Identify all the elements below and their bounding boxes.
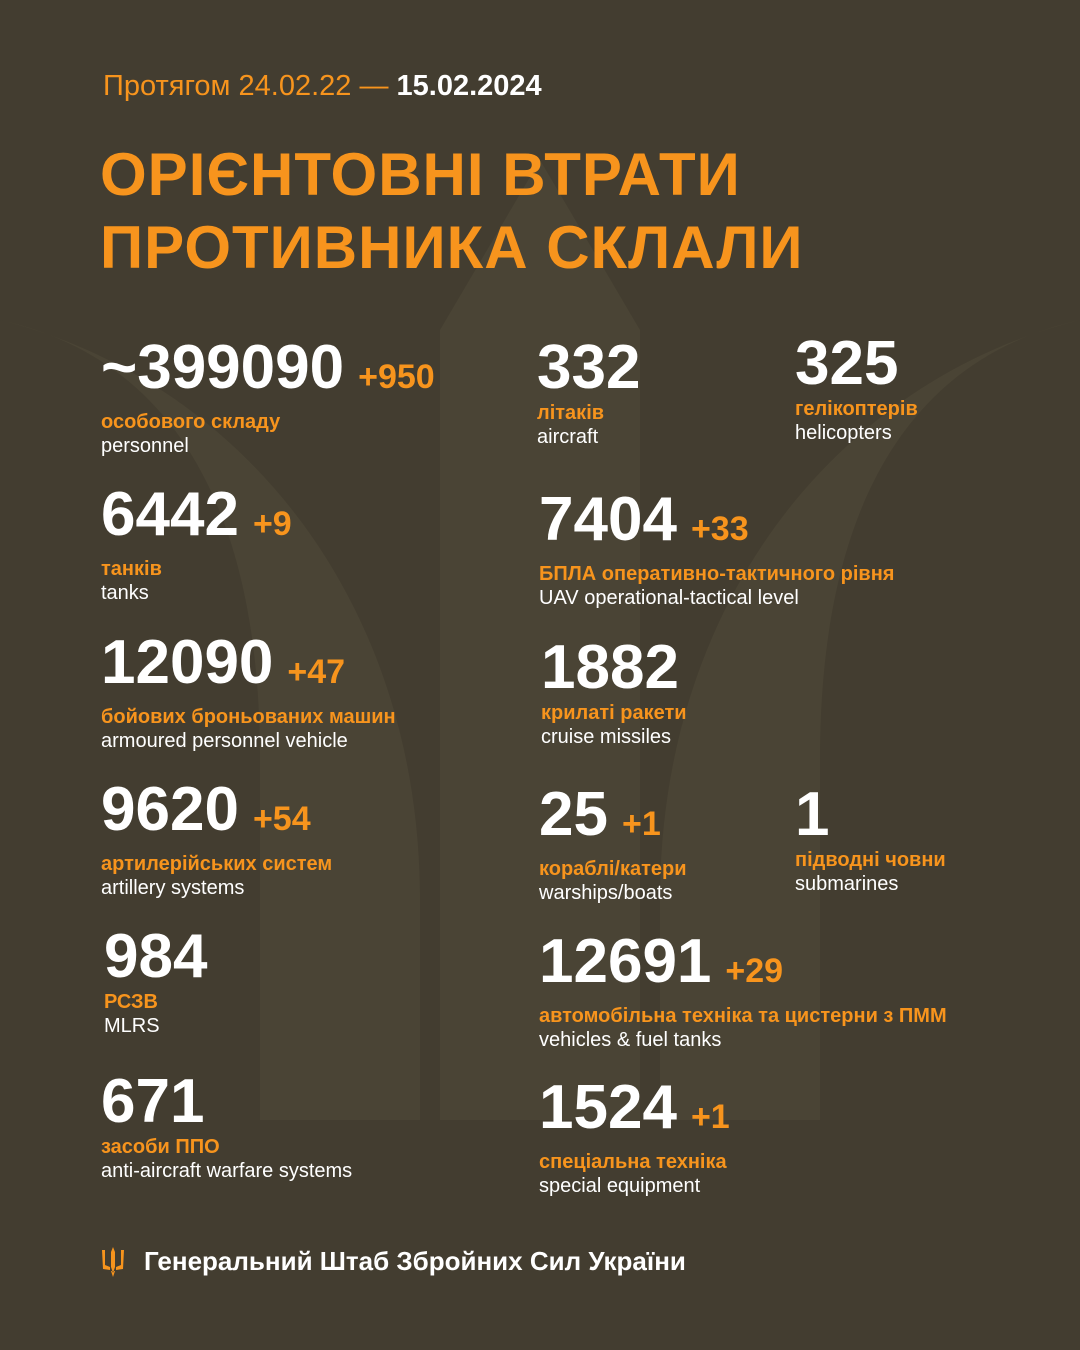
stat-value: 325 (795, 329, 899, 398)
stat-label-en: cruise missiles (541, 726, 672, 748)
stat-value: 671 (101, 1067, 205, 1136)
footer-text: Генеральний Штаб Збройних Сил України (144, 1246, 686, 1276)
stat-label-uk: засоби ППО (101, 1136, 220, 1158)
stat-tanks: 6442 +9 танків tanks (101, 484, 292, 605)
stat-cruise: 1882 крилаті ракети cruise missiles (541, 637, 687, 749)
footer: Генеральний Штаб Збройних Сил України (100, 1246, 686, 1277)
stat-personnel: ~399090 +950 особового складу personnel (101, 337, 435, 458)
stat-label-uk: гелікоптерів (795, 398, 918, 420)
stat-label-uk: РСЗВ (104, 991, 158, 1013)
stat-uav: 7404 +33 БПЛА оперативно-тактичного рівня… (539, 489, 894, 610)
stat-helicopters: 325 гелікоптерів helicopters (795, 333, 918, 445)
stat-antiaircraft: 671 засоби ППО anti-aircraft warfare sys… (101, 1071, 352, 1183)
period-subtitle: Протягом 24.02.22 — 15.02.2024 (103, 70, 542, 102)
report-date: 15.02.2024 (396, 70, 542, 102)
stat-label-uk: особового складу (101, 411, 281, 433)
stat-apv: 12090 +47 бойових броньованих машин armou… (101, 632, 396, 753)
stat-delta: +29 (725, 952, 784, 990)
stat-delta: +33 (690, 510, 749, 548)
stat-label-en: helicopters (795, 422, 892, 444)
stat-delta: +54 (252, 800, 311, 838)
stat-delta: +1 (690, 1098, 730, 1136)
stat-label-uk: автомобільна техніка та цистерни з ПММ (539, 1005, 947, 1027)
stat-label-uk: кораблі/катери (539, 858, 687, 880)
stat-delta: +47 (287, 653, 346, 691)
page-title: ОРІЄНТОВНІ ВТРАТИ ПРОТИВНИКА СКЛАЛИ (100, 141, 804, 281)
stat-delta: +9 (252, 505, 292, 543)
stat-delta: +1 (621, 805, 661, 843)
stat-label-uk: бойових броньованих машин (101, 706, 396, 728)
stat-label-uk: БПЛА оперативно-тактичного рівня (539, 563, 895, 585)
stat-value: 9620 +54 (101, 775, 311, 844)
stat-label-uk: артилерійських систем (101, 853, 333, 875)
stat-mlrs: 984 РСЗВ MLRS (104, 926, 207, 1038)
trident-icon (102, 1246, 124, 1277)
stat-value: 25 +1 (539, 780, 661, 849)
stat-label-uk: спеціальна техніка (539, 1151, 727, 1173)
stat-label-en: special equipment (539, 1175, 701, 1197)
stat-value: 1 (795, 780, 830, 849)
stat-label-en: aircraft (537, 426, 599, 448)
stat-artillery: 9620 +54 артилерійських систем artillery … (101, 779, 332, 900)
stat-value: 12090 +47 (101, 628, 346, 697)
stat-label-en: artillery systems (101, 877, 245, 899)
stat-value: 12691 +29 (539, 927, 784, 996)
stat-label-uk: крилаті ракети (541, 702, 687, 724)
stat-label-en: warships/boats (539, 882, 673, 904)
stat-value: 7404 +33 (539, 485, 749, 554)
stat-vehicles: 12691 +29 автомобільна техніка та цистерн… (539, 931, 947, 1052)
stat-value: 1882 (541, 633, 679, 702)
stat-label-en: armoured personnel vehicle (101, 730, 348, 752)
stat-submarines: 1 підводні човни submarines (795, 784, 946, 896)
stat-label-en: MLRS (104, 1015, 160, 1037)
stat-value: 1524 +1 (539, 1073, 730, 1142)
stat-value: ~399090 +950 (101, 333, 435, 402)
stat-warships: 25 +1 кораблі/катери warships/boats (539, 784, 687, 905)
stat-label-uk: літаків (537, 402, 605, 424)
stat-label-uk: танків (101, 558, 162, 580)
stat-value: 6442 +9 (101, 480, 292, 549)
stat-special: 1524 +1 спеціальна техніка special equipm… (539, 1077, 730, 1198)
stat-label-en: tanks (101, 582, 149, 604)
stat-value: 332 (537, 333, 641, 402)
stat-label-en: submarines (795, 873, 899, 895)
stat-label-en: UAV operational-tactical level (539, 587, 799, 609)
stat-delta: +950 (358, 358, 435, 396)
stat-aircraft: 332 літаків aircraft (537, 337, 640, 449)
stat-label-en: vehicles & fuel tanks (539, 1029, 722, 1051)
stat-label-en: personnel (101, 435, 189, 457)
stat-value: 984 (104, 922, 208, 991)
stat-label-uk: підводні човни (795, 849, 946, 871)
stat-label-en: anti-aircraft warfare systems (101, 1160, 353, 1182)
